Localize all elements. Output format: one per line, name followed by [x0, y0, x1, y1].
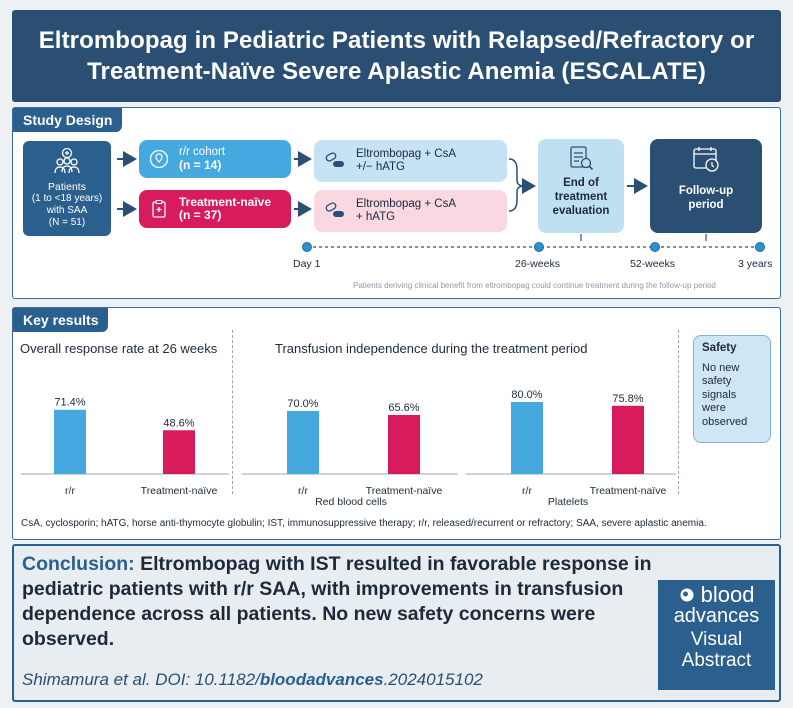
rbc-bar-tn: [388, 414, 420, 474]
orr-value-label-rr: 71.4%: [54, 397, 85, 409]
rbc-category-label-rr: r/r: [298, 485, 308, 497]
safety-box: Safety No new safety signals were observ…: [693, 335, 771, 443]
patients-box: Patients (1 to <18 years) with SAA (N = …: [23, 141, 111, 236]
orr-bar-rr: [54, 409, 86, 474]
eot-line1: End of: [563, 177, 599, 189]
plt-bar-tn: [612, 405, 644, 474]
rbc-value-label-tn: 65.6%: [388, 402, 419, 414]
rbc-bar-rr: [287, 411, 319, 474]
tn-cohort-box: Treatment-naïve (n = 37): [139, 190, 291, 228]
rbc-group-label: Red blood cells: [315, 496, 387, 508]
patients-age: (1 to <18 years): [31, 193, 103, 204]
orr-category-label-rr: r/r: [65, 485, 75, 497]
safety-text: No new safety signals were observed: [702, 361, 748, 428]
rr-arm-line1: Eltrombopag + CsA: [356, 148, 457, 160]
follow-up-box: Follow-up period: [650, 139, 762, 233]
logo-line3: Visual: [690, 629, 743, 650]
conclusion-panel: Conclusion: Eltrombopag with IST resulte…: [12, 544, 781, 702]
timeline-3y: 3 years: [738, 258, 773, 270]
pills-icon: [325, 152, 344, 167]
follow-up-note: Patients deriving clinical benefit from …: [353, 281, 716, 290]
rr-arm-line2: +/− hATG: [356, 161, 406, 173]
patients-icon: [54, 147, 80, 174]
rbc-category-label-tn: Treatment-naïve: [366, 485, 443, 497]
safety-title: Safety: [702, 342, 737, 354]
conclusion-text: Conclusion: Eltrombopag with IST resulte…: [22, 552, 662, 652]
calendar-clock-icon: [693, 147, 719, 172]
abbreviations: CsA, cyclosporin; hATG, horse anti-thymo…: [21, 518, 707, 529]
orr-category-label-tn: Treatment-naïve: [141, 485, 218, 497]
clipboard-icon: [152, 199, 166, 218]
title-banner: Eltrombopag in Pediatric Patients with R…: [12, 10, 781, 102]
rbc-value-label-rr: 70.0%: [287, 398, 318, 410]
logo-drop-icon: [680, 588, 694, 602]
eot-line2: treatment: [554, 191, 608, 203]
plt-category-label-rr: r/r: [522, 485, 532, 497]
blood-advances-logo: blood advances Visual Abstract: [658, 580, 775, 690]
tn-treatment-arm: Eltrombopag + CsA + hATG: [314, 190, 507, 232]
divider-right: [678, 330, 679, 494]
tn-arm-line1: Eltrombopag + CsA: [356, 198, 457, 210]
logo-line2: advances: [673, 605, 760, 627]
plt-value-label-rr: 80.0%: [511, 389, 542, 401]
fup-line2: period: [688, 199, 724, 211]
location-pin-icon: [149, 149, 169, 169]
timeline-26w: 26-weeks: [515, 258, 560, 270]
timeline-52w: 52-weeks: [630, 258, 675, 270]
rr-cohort-n: (n = 14): [179, 158, 222, 172]
plt-value-label-tn: 75.8%: [612, 393, 643, 405]
eot-line3: evaluation: [552, 205, 610, 217]
logo-line1: blood: [664, 584, 769, 606]
end-of-treatment-box: End of treatment evaluation: [538, 139, 624, 233]
citation-c: .2024015102: [383, 670, 483, 689]
rr-treatment-arm: Eltrombopag + CsA +/− hATG: [314, 140, 507, 182]
key-results-panel: Key results Overall response rate at 26 …: [12, 307, 781, 540]
orr-bar-tn: [163, 430, 195, 474]
patients-condition: with SAA: [46, 205, 88, 216]
checklist-icon: [570, 146, 594, 171]
plt-bar-rr: [511, 402, 543, 474]
conclusion-body: Eltrombopag with IST resulted in favorab…: [22, 553, 652, 650]
divider-left: [232, 330, 233, 494]
results-charts: 71.4% r/r 48.6% Treatment-naïve 70.0% r/r 65.6…: [21, 389, 676, 497]
tn-arm-line2: + hATG: [356, 211, 396, 223]
tn-cohort-n: (n = 37): [179, 208, 222, 222]
ti-chart-title: Transfusion independence during the trea…: [275, 341, 588, 356]
patients-label: Patients: [48, 181, 86, 193]
logo-line4: Abstract: [681, 650, 752, 671]
patients-n: (N = 51): [48, 217, 86, 228]
plt-category-label-tn: Treatment-naïve: [590, 485, 667, 497]
conclusion-lead: Conclusion:: [22, 553, 135, 575]
orr-chart-title: Overall response rate at 26 weeks: [20, 341, 218, 356]
page-title: Eltrombopag in Pediatric Patients with R…: [38, 27, 755, 85]
timeline-day1: Day 1: [293, 258, 321, 270]
rr-cohort-box: r/r cohort (n = 14): [139, 140, 291, 178]
orr-value-label-tn: 48.6%: [163, 417, 194, 429]
fup-line1: Follow-up: [678, 185, 734, 197]
pills-icon: [325, 202, 344, 217]
design-connectors: [117, 151, 765, 252]
study-design-tag: Study Design: [13, 108, 123, 132]
rr-cohort-name: r/r cohort: [179, 146, 226, 158]
plt-group-label: Platelets: [547, 496, 589, 508]
study-design-panel: Study Design Patients (1 to <18 years) w…: [12, 107, 781, 299]
citation-b: bloodadvances: [259, 670, 384, 689]
citation: Shimamura et al. DOI: 10.1182/bloodadvan…: [22, 670, 483, 690]
citation-a: Shimamura et al. DOI: 10.1182/: [22, 670, 260, 689]
key-results-tag: Key results: [13, 308, 109, 332]
tn-cohort-name: Treatment-naïve: [179, 195, 272, 209]
